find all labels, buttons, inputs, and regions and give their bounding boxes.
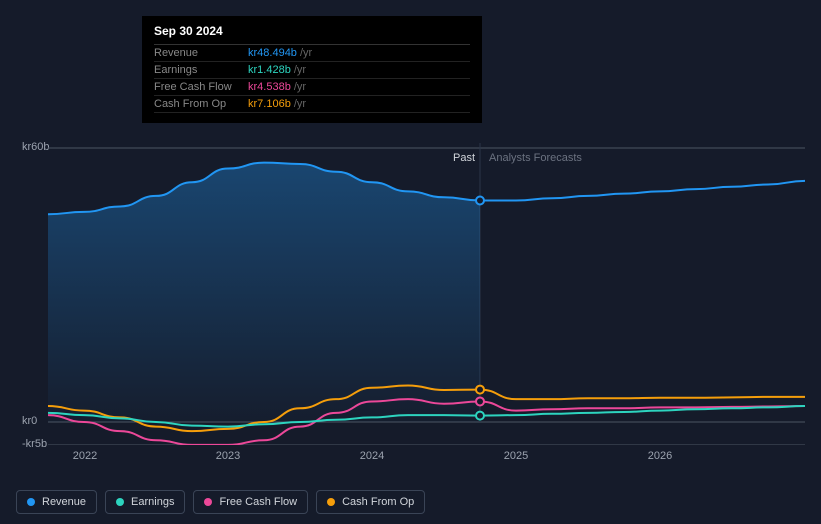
tooltip-metric-value: kr7.106b (248, 98, 291, 110)
legend-dot-icon (204, 498, 212, 506)
x-axis-label: 2022 (73, 450, 97, 462)
x-axis-label: 2026 (648, 450, 672, 462)
legend-dot-icon (327, 498, 335, 506)
y-axis-label: kr0 (22, 415, 37, 427)
legend-item-revenue[interactable]: Revenue (16, 490, 97, 514)
series-marker (476, 386, 484, 394)
tooltip-metric-value: kr4.538b (248, 81, 291, 93)
tooltip-metric-unit: /yr (294, 64, 306, 76)
series-marker (476, 397, 484, 405)
x-axis: 2022 2023 2024 2025 2026 (48, 450, 805, 470)
tooltip-metric-unit: /yr (294, 98, 306, 110)
legend-item-free-cash-flow[interactable]: Free Cash Flow (193, 490, 308, 514)
legend-label: Free Cash Flow (219, 496, 297, 508)
tooltip-row: Cash From Opkr7.106b/yr (154, 96, 470, 113)
tooltip-metric-unit: /yr (294, 81, 306, 93)
x-axis-label: 2025 (504, 450, 528, 462)
x-axis-label: 2023 (216, 450, 240, 462)
y-axis-label: -kr5b (22, 438, 47, 450)
chart-tooltip: Sep 30 2024 Revenuekr48.494b/yrEarningsk… (142, 16, 482, 123)
tooltip-metric-label: Free Cash Flow (154, 81, 248, 93)
legend-dot-icon (27, 498, 35, 506)
tooltip-metric-unit: /yr (300, 47, 312, 59)
x-axis-label: 2024 (360, 450, 384, 462)
series-marker (476, 412, 484, 420)
tooltip-metric-label: Revenue (154, 47, 248, 59)
tooltip-metric-value: kr48.494b (248, 47, 297, 59)
tooltip-date: Sep 30 2024 (154, 24, 470, 45)
tooltip-metric-label: Cash From Op (154, 98, 248, 110)
legend-label: Revenue (42, 496, 86, 508)
legend-item-earnings[interactable]: Earnings (105, 490, 185, 514)
legend-item-cash-from-op[interactable]: Cash From Op (316, 490, 425, 514)
legend: Revenue Earnings Free Cash Flow Cash From O… (16, 490, 425, 514)
tooltip-row: Earningskr1.428b/yr (154, 62, 470, 79)
series-marker (476, 197, 484, 205)
legend-dot-icon (116, 498, 124, 506)
tooltip-metric-label: Earnings (154, 64, 248, 76)
y-axis-label: kr60b (22, 141, 50, 153)
line-chart (48, 143, 805, 445)
legend-label: Earnings (131, 496, 174, 508)
tooltip-row: Revenuekr48.494b/yr (154, 45, 470, 62)
tooltip-row: Free Cash Flowkr4.538b/yr (154, 79, 470, 96)
legend-label: Cash From Op (342, 496, 414, 508)
tooltip-metric-value: kr1.428b (248, 64, 291, 76)
